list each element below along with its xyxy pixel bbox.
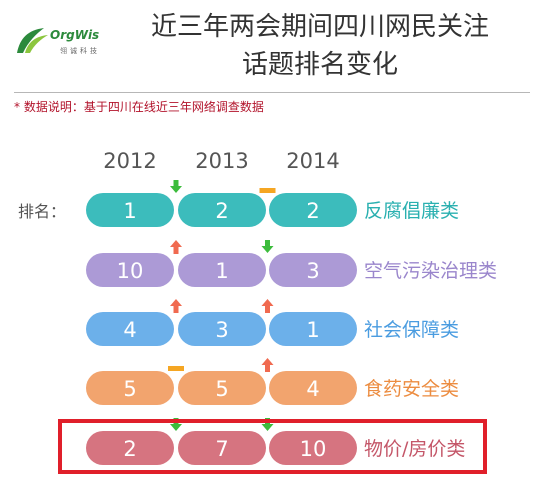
rank-down-arrow-icon (261, 240, 274, 253)
rank-pill (269, 371, 357, 405)
highlight-box (58, 419, 487, 474)
brand-subtitle: 翎诚科技 (60, 47, 100, 55)
rank-pill (269, 312, 357, 346)
year-label: 2013 (195, 149, 248, 173)
rank-pill (86, 371, 174, 405)
page-title: 近三年两会期间四川网民关注 话题排名变化 (110, 8, 530, 84)
rank-up-arrow-icon (261, 299, 274, 313)
row-label: 排名： (18, 202, 66, 221)
rank-value: 4 (306, 377, 319, 401)
year-label: 2014 (286, 149, 339, 173)
rank-value: 3 (306, 259, 319, 283)
rank-value: 1 (306, 318, 319, 342)
leaf-logo-icon (17, 28, 48, 53)
no-change-indicator (259, 188, 276, 193)
rank-value: 4 (123, 318, 136, 342)
rank-value: 10 (117, 259, 144, 283)
rank-value: 1 (123, 199, 136, 223)
title-line-1: 近三年两会期间四川网民关注 (150, 12, 489, 42)
rank-pill (178, 371, 266, 405)
rank-pill (269, 253, 357, 287)
rank-value: 5 (123, 377, 136, 401)
rank-value: 5 (215, 377, 228, 401)
rank-value: 2 (123, 437, 136, 461)
divider (14, 92, 530, 93)
title-line-2: 话题排名变化 (241, 50, 398, 80)
topic-name: 社会保障类 (364, 319, 459, 341)
topic-name: 食药安全类 (364, 378, 459, 400)
rank-pill (178, 312, 266, 346)
rank-down-arrow-icon (170, 180, 182, 193)
rank-up-arrow-icon (170, 299, 182, 313)
rank-pill (178, 253, 266, 287)
topic-name: 物价/房价类 (364, 438, 465, 460)
rank-pill (178, 431, 266, 465)
rank-pill (86, 193, 174, 227)
rank-pill (178, 193, 266, 227)
rank-value: 7 (215, 437, 228, 461)
orgwis-logo: OrgWis 翎诚科技 (14, 26, 114, 62)
rank-up-arrow-icon (261, 358, 274, 372)
rank-up-arrow-icon (170, 240, 182, 254)
rank-value: 2 (306, 199, 319, 223)
rank-value: 3 (215, 318, 228, 342)
rank-pill (86, 431, 174, 465)
rank-down-arrow-icon (261, 418, 274, 431)
topic-name: 空气污染治理类 (364, 260, 497, 282)
rank-value: 1 (215, 259, 228, 283)
rank-down-arrow-icon (170, 418, 182, 431)
data-note: * 数据说明：基于四川在线近三年网络调查数据 (14, 100, 264, 114)
no-change-indicator (168, 366, 184, 371)
rank-pill (269, 431, 357, 465)
brand-name: OrgWis (50, 28, 100, 42)
rank-value: 10 (300, 437, 327, 461)
rank-pill (86, 312, 174, 346)
rank-pill (269, 193, 357, 227)
rank-value: 2 (215, 199, 228, 223)
year-label: 2012 (103, 149, 156, 173)
topic-name: 反腐倡廉类 (364, 200, 459, 222)
rank-pill (86, 253, 174, 287)
